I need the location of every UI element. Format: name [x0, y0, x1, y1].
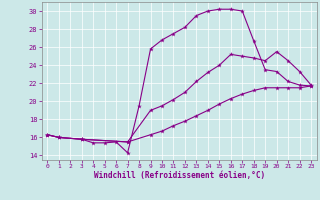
- X-axis label: Windchill (Refroidissement éolien,°C): Windchill (Refroidissement éolien,°C): [94, 171, 265, 180]
